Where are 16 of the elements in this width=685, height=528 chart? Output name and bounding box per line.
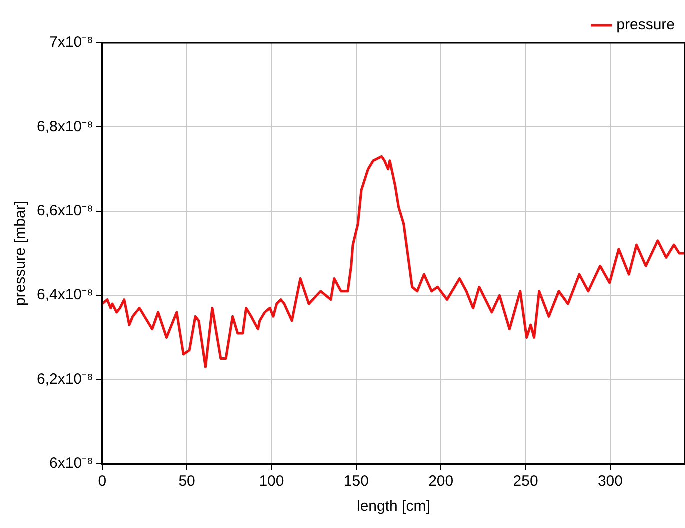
x-tick-label: 50	[178, 473, 196, 490]
x-tick-label: 300	[598, 473, 623, 490]
y-tick-label: 6,6x10⁻⁸	[36, 202, 94, 220]
y-tick-label: 6x10⁻⁸	[50, 455, 94, 472]
x-tick-label: 100	[259, 473, 284, 490]
legend-label: pressure	[616, 16, 675, 34]
y-tick-label: 6,2x10⁻⁸	[36, 370, 94, 388]
x-tick-label: 0	[98, 473, 107, 490]
y-tick-label: 6,4x10⁻⁸	[36, 286, 94, 304]
x-tick-label: 200	[428, 473, 454, 490]
y-axis-title: pressure [mbar]	[12, 200, 30, 306]
x-tick-label: 150	[344, 473, 369, 490]
y-tick-label: 6,8x10⁻⁸	[36, 118, 94, 136]
x-tick-label: 250	[513, 473, 538, 490]
x-axis-title: length [cm]	[356, 498, 430, 516]
y-tick-label: 7x10⁻⁸	[50, 34, 94, 52]
